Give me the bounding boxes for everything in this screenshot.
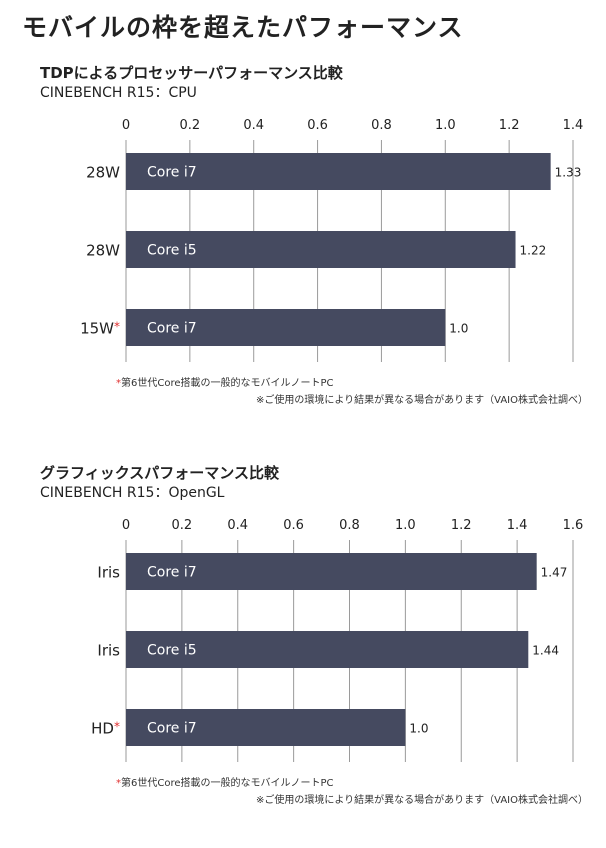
data-label: 1.0: [449, 322, 468, 336]
asterisk-mark: *: [114, 320, 120, 334]
x-tick-label: 0.6: [307, 118, 328, 133]
x-tick-label: 0.8: [339, 518, 360, 533]
bar-label: Core i7: [147, 321, 197, 337]
bar: [126, 231, 516, 268]
bar-label: Core i7: [147, 165, 197, 181]
category-label: HD*: [91, 720, 120, 738]
chart-subtitle: CINEBENCH R15：CPU: [40, 85, 197, 101]
bar: [126, 553, 537, 590]
data-label: 1.33: [555, 166, 582, 180]
bar-label: Core i7: [147, 565, 197, 581]
footnote-disclaimer: ※ご使用の環境により結果が異なる場合があります（VAIO株式会社調べ）: [255, 395, 588, 406]
category-label-text: 28W: [86, 164, 120, 182]
category-label-text: HD: [91, 720, 114, 738]
bar: [126, 709, 406, 746]
x-tick-label: 0.2: [180, 118, 201, 133]
x-tick-label: 0.6: [283, 518, 304, 533]
bar: [126, 631, 529, 668]
cpu-performance-chart: TDPによるプロセッサーパフォーマンス比較 CINEBENCH R15：CPU …: [0, 62, 606, 422]
x-tick-label: 1.0: [395, 518, 416, 533]
x-tick-label: 1.0: [435, 118, 456, 133]
x-tick-label: 1.4: [563, 118, 584, 133]
chart-title: グラフィックスパフォーマンス比較: [40, 464, 279, 482]
category-label-text: Iris: [97, 564, 120, 582]
x-tick-label: 1.2: [499, 118, 520, 133]
footnote-text: 第6世代Core搭載の一般的なモバイルノートPC: [121, 378, 334, 389]
data-label: 1.0: [409, 722, 428, 736]
x-tick-label: 0.8: [371, 118, 392, 133]
category-label: 28W: [86, 242, 120, 260]
x-tick-label: 0.4: [227, 518, 248, 533]
x-tick-label: 0: [122, 518, 130, 533]
category-label-text: Iris: [97, 642, 120, 660]
category-label: 15W*: [80, 320, 120, 338]
data-label: 1.22: [520, 244, 547, 258]
bar-label: Core i5: [147, 643, 197, 659]
category-label: 28W: [86, 164, 120, 182]
asterisk-mark: *: [116, 778, 121, 789]
x-tick-label: 1.6: [563, 518, 584, 533]
data-label: 1.44: [532, 644, 559, 658]
bar: [126, 309, 446, 346]
chart-plot: 0 0.2 0.4 0.6 0.8 1.0 1.2 1.4 1.6 Core i7 1.47 Iris…: [91, 518, 584, 762]
chart-subtitle: CINEBENCH R15：OpenGL: [40, 485, 225, 501]
footnote-asterisk: *第6世代Core搭載の一般的なモバイルノートPC: [116, 774, 334, 789]
data-label: 1.47: [541, 566, 568, 580]
chart-plot: 0 0.2 0.4 0.6 0.8 1.0 1.2 1.4 Core i7 1.33 28W Core…: [80, 118, 584, 362]
footnote-asterisk: *第6世代Core搭載の一般的なモバイルノートPC: [116, 374, 334, 389]
asterisk-mark: *: [116, 378, 121, 389]
bar: [126, 153, 551, 190]
x-tick-label: 0.2: [172, 518, 193, 533]
bar-label: Core i5: [147, 243, 197, 259]
category-label: Iris: [97, 642, 120, 660]
bar-label: Core i7: [147, 721, 197, 737]
category-label: Iris: [97, 564, 120, 582]
x-tick-label: 0.4: [243, 118, 264, 133]
category-label-text: 28W: [86, 242, 120, 260]
page-title: モバイルの枠を超えたパフォーマンス: [22, 13, 464, 42]
asterisk-mark: *: [114, 720, 120, 734]
x-tick-label: 1.2: [451, 518, 472, 533]
chart-title: TDPによるプロセッサーパフォーマンス比較: [40, 64, 343, 82]
x-tick-label: 1.4: [507, 518, 528, 533]
category-label-text: 15W: [80, 320, 114, 338]
x-tick-label: 0: [122, 118, 130, 133]
footnote-disclaimer: ※ご使用の環境により結果が異なる場合があります（VAIO株式会社調べ）: [255, 795, 588, 806]
footnote-text: 第6世代Core搭載の一般的なモバイルノートPC: [121, 778, 334, 789]
